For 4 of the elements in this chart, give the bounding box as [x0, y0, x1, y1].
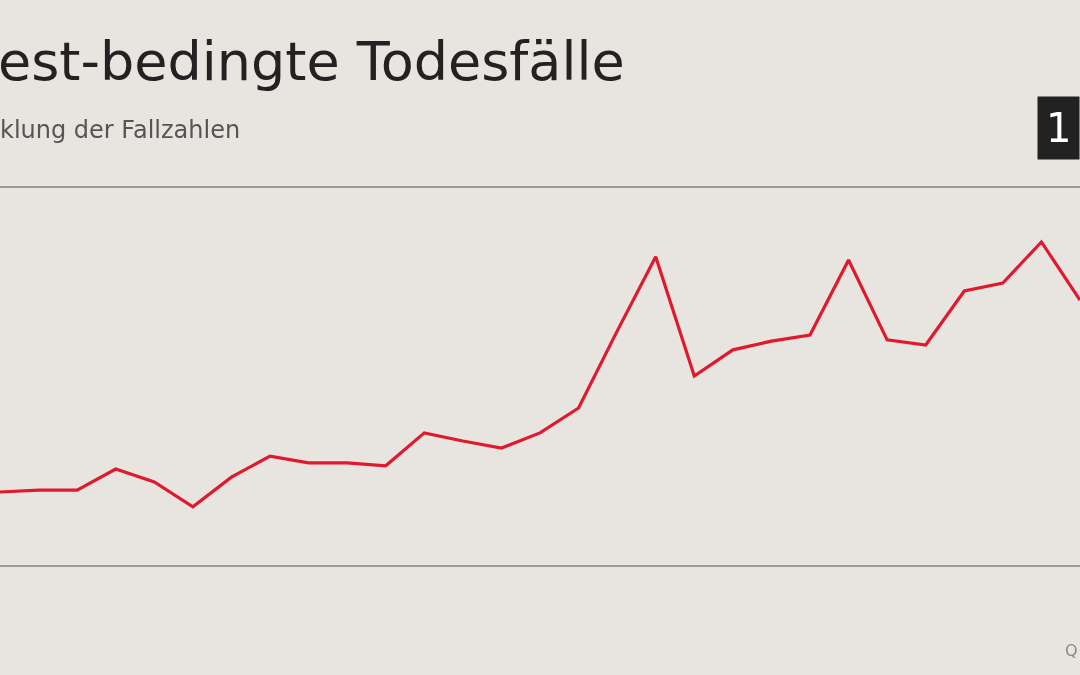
text: 1 [1046, 105, 1072, 151]
chart-title: est-bedingte Todesfälle [0, 30, 625, 93]
chart-subtitle: klung der Fallzahlen [0, 116, 241, 144]
text: Q [1065, 641, 1078, 660]
